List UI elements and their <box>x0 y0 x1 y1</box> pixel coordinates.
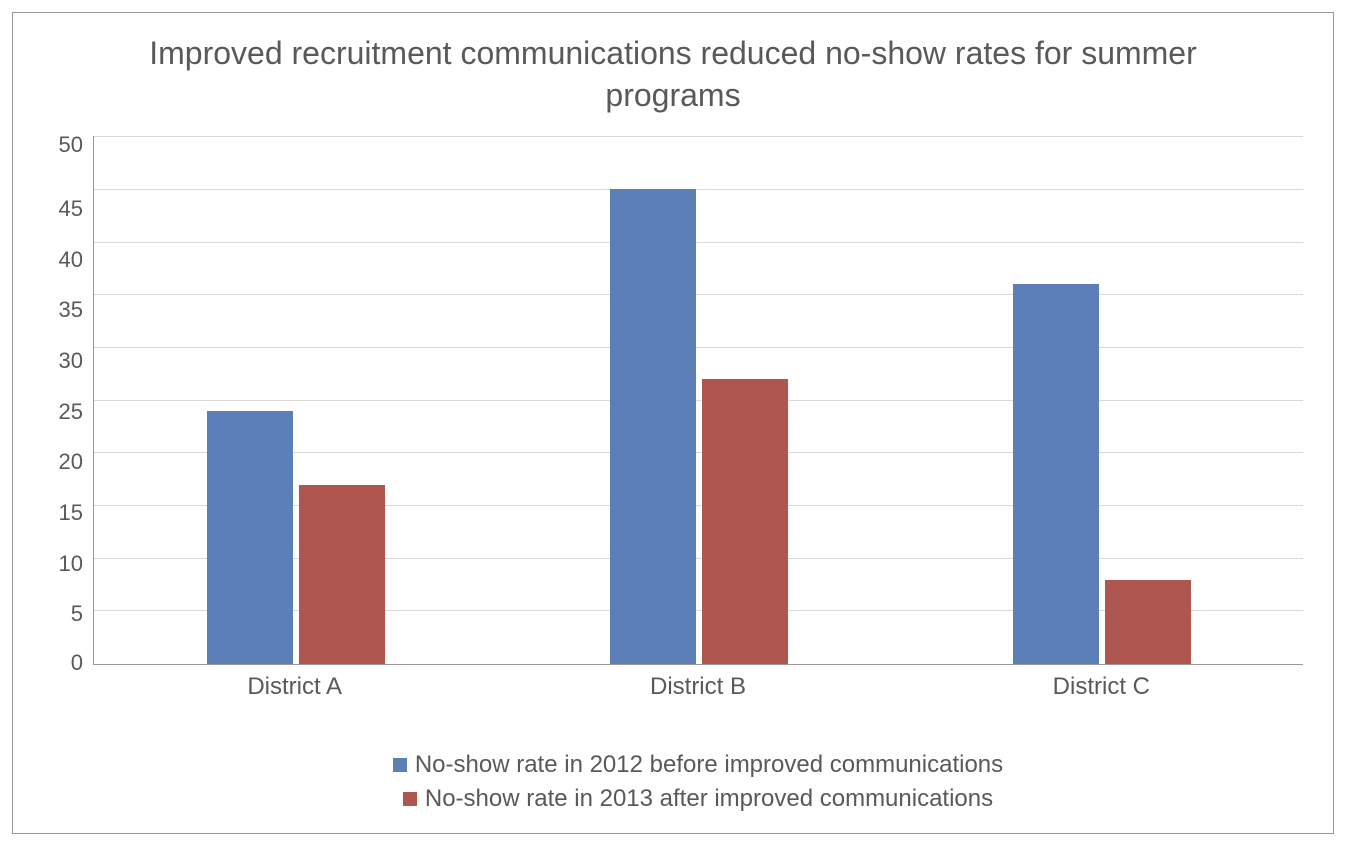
legend-label-0: No-show rate in 2012 before improved com… <box>415 751 1003 779</box>
y-tick: 25 <box>59 401 83 423</box>
y-axis: 50 45 40 35 30 25 20 15 10 5 0 <box>43 136 93 665</box>
x-label-0: District A <box>93 673 496 701</box>
bar-series1-cat0 <box>299 485 385 664</box>
chart-title: Improved recruitment communications redu… <box>43 33 1303 116</box>
y-tick: 30 <box>59 350 83 372</box>
x-label-2: District C <box>900 673 1303 701</box>
bar-series0-cat0 <box>207 411 293 664</box>
bar-group-0 <box>207 136 385 664</box>
y-tick: 20 <box>59 451 83 473</box>
y-tick: 50 <box>59 134 83 156</box>
bar-series1-cat1 <box>702 379 788 664</box>
y-tick: 45 <box>59 198 83 220</box>
x-axis: District A District B District C <box>93 673 1303 701</box>
bar-series1-cat2 <box>1105 580 1191 664</box>
y-tick: 15 <box>59 502 83 524</box>
y-tick: 40 <box>59 249 83 271</box>
bar-group-2 <box>1013 136 1191 664</box>
y-tick: 5 <box>71 603 83 625</box>
legend-swatch-0 <box>393 758 407 772</box>
y-tick: 0 <box>71 652 83 674</box>
plot <box>93 136 1303 665</box>
legend-item-0: No-show rate in 2012 before improved com… <box>393 751 1003 779</box>
y-tick: 10 <box>59 553 83 575</box>
legend: No-show rate in 2012 before improved com… <box>93 751 1303 813</box>
x-label-1: District B <box>496 673 899 701</box>
legend-label-1: No-show rate in 2013 after improved comm… <box>425 785 993 813</box>
bar-series0-cat2 <box>1013 284 1099 664</box>
legend-swatch-1 <box>403 792 417 806</box>
bar-series0-cat1 <box>610 189 696 664</box>
y-tick: 35 <box>59 299 83 321</box>
bars-area <box>94 136 1303 664</box>
bar-group-1 <box>610 136 788 664</box>
chart-container: Improved recruitment communications redu… <box>12 12 1334 834</box>
legend-item-1: No-show rate in 2013 after improved comm… <box>403 785 993 813</box>
plot-area: 50 45 40 35 30 25 20 15 10 5 0 <box>43 136 1303 665</box>
